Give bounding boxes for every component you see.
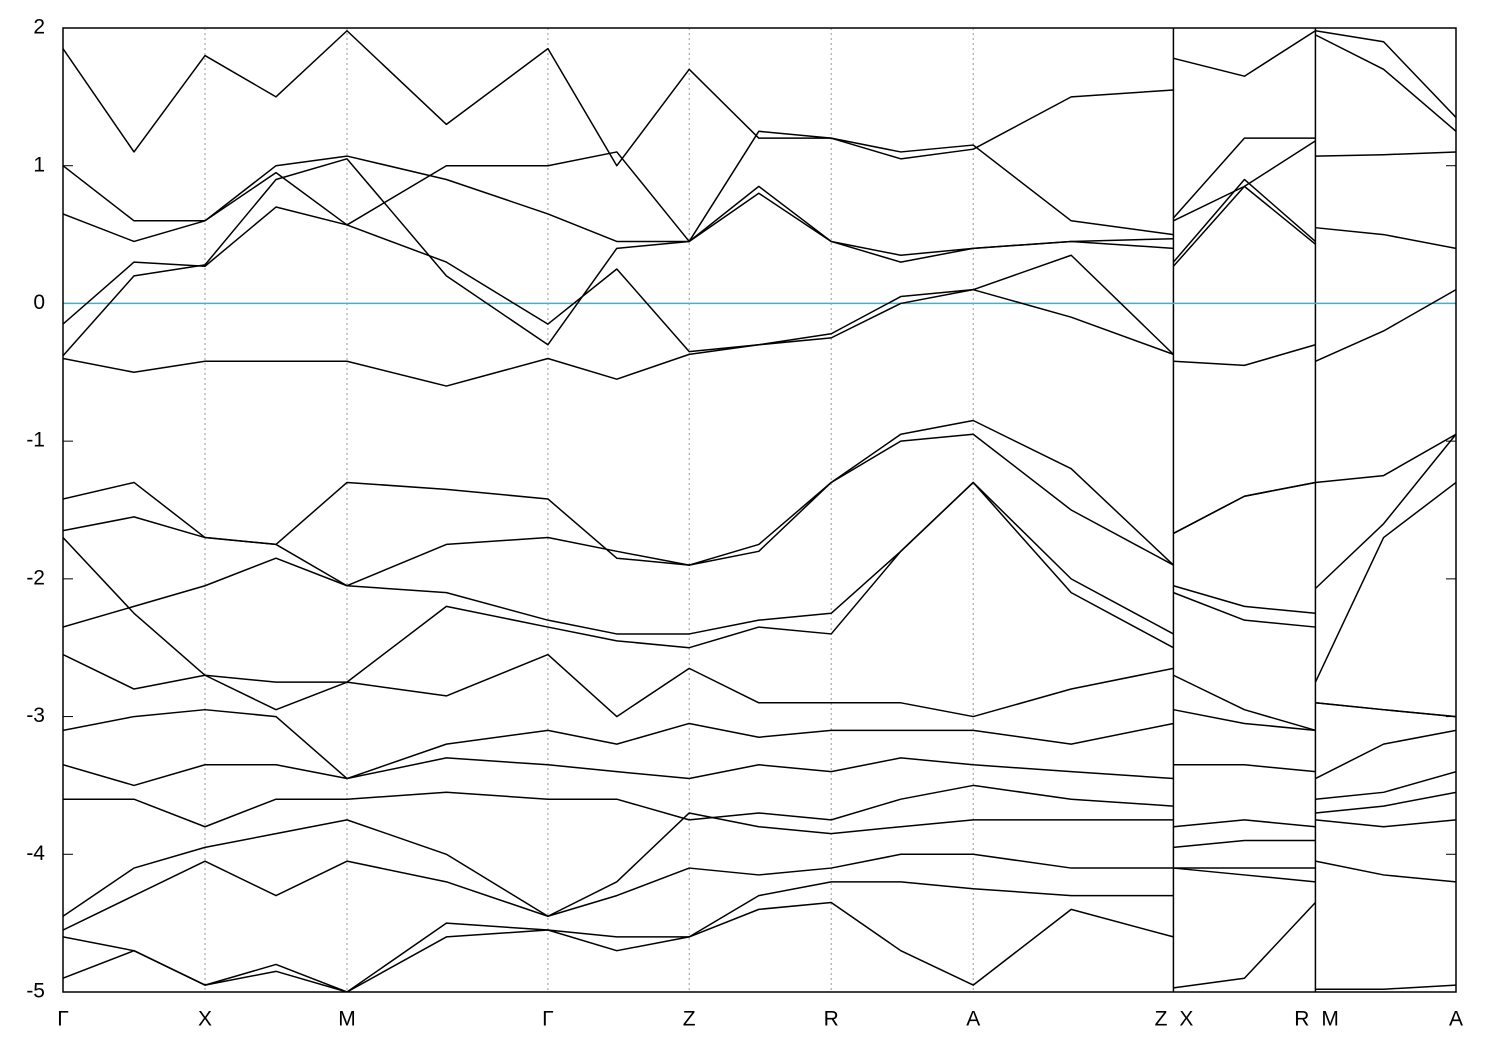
x-tick-label: R [824,1008,839,1031]
band [63,419,1456,590]
band [63,867,1316,992]
bands [63,30,1456,992]
x-tick-label: X [1179,1008,1193,1031]
y-tick-label: -4 [26,842,45,865]
band [63,481,1456,683]
band [63,433,1456,566]
band [63,30,1316,167]
y-tick-label: -3 [26,704,45,727]
x-tick-label: A [1449,1008,1463,1031]
band [63,708,1456,780]
x-tick-label: M [1321,1008,1339,1031]
y-tick-label: 1 [33,153,45,176]
y-tick-label: -2 [26,566,45,589]
x-tick-label: M [338,1008,356,1031]
y-tick-label: -5 [26,980,45,1003]
band [63,784,1456,828]
plot-frame [62,27,1457,993]
band [63,481,1456,718]
band [63,812,1456,918]
x-tick-label: Γ [542,1008,554,1031]
x-tick-label: Z [683,1008,696,1031]
x-tick-label: Z [1155,1008,1168,1031]
grid [62,27,1457,993]
y-tick-label: 2 [33,16,45,39]
x-tick-label: A [966,1008,980,1031]
band [63,853,1456,931]
y-tick-label: 0 [33,291,45,314]
band [63,757,1456,800]
band [63,901,1456,992]
x-tick-label: X [198,1008,212,1031]
band [63,30,1456,243]
band [63,34,1456,263]
band [63,653,1456,732]
x-tick-label: Γ [57,1008,69,1031]
band [63,151,1456,357]
x-tick-label: R [1294,1008,1309,1031]
y-tick-label: -1 [26,429,45,452]
band [63,185,1456,355]
band [63,288,1456,387]
